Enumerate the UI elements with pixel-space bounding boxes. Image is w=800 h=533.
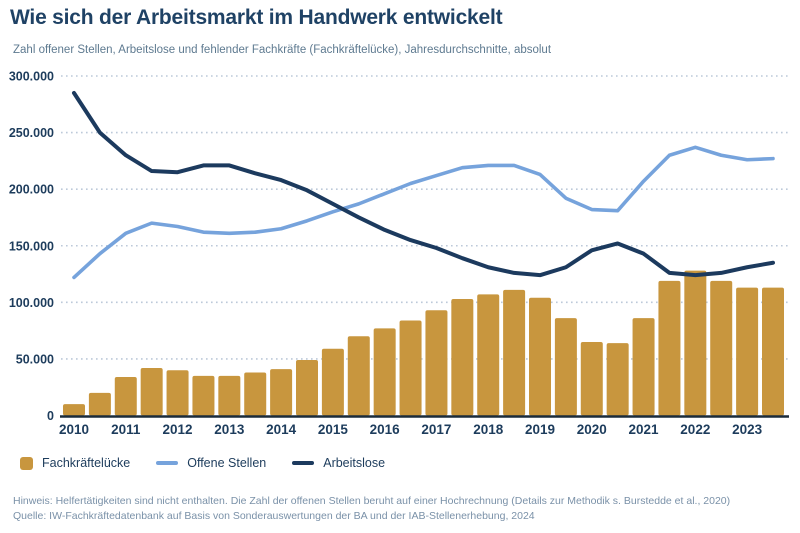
bar-fachkraefteluecke (736, 287, 759, 416)
bar-fachkraefteluecke (63, 404, 85, 416)
bar-fachkraefteluecke (554, 318, 577, 416)
x-tick-label: 2018 (473, 422, 504, 437)
bar-fachkraefteluecke (762, 287, 784, 416)
x-tick-label: 2020 (577, 422, 607, 437)
bar-fachkraefteluecke (632, 318, 655, 416)
bar-fachkraefteluecke (710, 280, 733, 416)
y-tick-label: 0 (47, 409, 54, 423)
line-swatch-blue-icon (156, 461, 179, 465)
bar-fachkraefteluecke (296, 360, 318, 416)
x-tick-label: 2010 (59, 422, 89, 437)
bar-fachkraefteluecke (114, 377, 137, 416)
x-tick-label: 2014 (266, 422, 297, 437)
bar-fachkraefteluecke (425, 310, 448, 416)
bar-fachkraefteluecke (373, 328, 396, 416)
legend-item-offene-stellen: Offene Stellen (156, 456, 266, 470)
bar-fachkraefteluecke (192, 375, 215, 416)
y-tick-label: 250.000 (9, 126, 54, 140)
bar-fachkraefteluecke (88, 392, 111, 416)
y-tick-label: 100.000 (9, 296, 54, 310)
page-title: Wie sich der Arbeitsmarkt im Handwerk en… (10, 6, 503, 29)
y-tick-label: 150.000 (9, 239, 54, 253)
bar-fachkraefteluecke (321, 348, 344, 416)
chart-footnotes: Hinweis: Helfertätigkeiten sind nicht en… (13, 494, 730, 524)
bar-fachkraefteluecke (140, 367, 163, 416)
bar-fachkraefteluecke (684, 270, 707, 416)
legend-label-arbeitslose: Arbeitslose (323, 456, 386, 470)
chart-subtitle: Zahl offener Stellen, Arbeitslose und fe… (13, 44, 552, 56)
bar-swatch-icon (20, 456, 33, 470)
bar-fachkraefteluecke (580, 341, 603, 416)
bar-fachkraefteluecke (477, 294, 500, 416)
x-tick-label: 2011 (111, 422, 141, 437)
footnote-hinweis: Hinweis: Helfertätigkeiten sind nicht en… (13, 495, 731, 507)
x-tick-label: 2017 (421, 422, 451, 437)
x-tick-label: 2019 (525, 422, 555, 437)
y-tick-label: 300.000 (9, 70, 54, 84)
legend-label-fachkraefteluecke: Fachkräftelücke (42, 456, 131, 470)
bar-fachkraefteluecke (347, 336, 370, 416)
bar-fachkraefteluecke (503, 289, 526, 416)
legend-item-arbeitslose: Arbeitslose (292, 456, 385, 470)
bar-fachkraefteluecke (166, 370, 189, 416)
line-swatch-navy-icon (292, 461, 315, 465)
bar-fachkraefteluecke (399, 320, 422, 416)
x-tick-label: 2023 (732, 422, 763, 437)
bar-fachkraefteluecke (244, 372, 267, 416)
bar-fachkraefteluecke (529, 297, 551, 416)
bar-fachkraefteluecke (270, 369, 293, 416)
x-tick-label: 2016 (370, 422, 401, 437)
y-tick-label: 50.000 (16, 352, 54, 366)
x-tick-label: 2012 (163, 422, 193, 437)
line-offene-stellen (72, 145, 775, 280)
x-tick-label: 2013 (214, 422, 245, 437)
bar-fachkraefteluecke (218, 375, 241, 416)
x-tick-label: 2021 (629, 422, 660, 437)
bar-fachkraefteluecke (606, 343, 629, 416)
legend-label-offene-stellen: Offene Stellen (187, 456, 267, 470)
x-tick-label: 2015 (318, 422, 349, 437)
y-tick-label: 200.000 (9, 183, 54, 197)
bar-fachkraefteluecke (658, 280, 681, 416)
bar-fachkraefteluecke (451, 298, 474, 416)
chart-canvas: 0 50.000 100.000 150.000 200.000 250.000 300.0… (9, 70, 789, 437)
x-tick-label: 2022 (680, 422, 710, 437)
chart-legend: Fachkräftelücke Offene Stellen Arbeitslo… (20, 456, 385, 470)
line-arbeitslose (72, 90, 775, 278)
footnote-quelle: Quelle: IW-Fachkräftedatenbank auf Basis… (13, 510, 535, 522)
legend-item-fachkraefteluecke: Fachkräftelücke (20, 456, 130, 470)
